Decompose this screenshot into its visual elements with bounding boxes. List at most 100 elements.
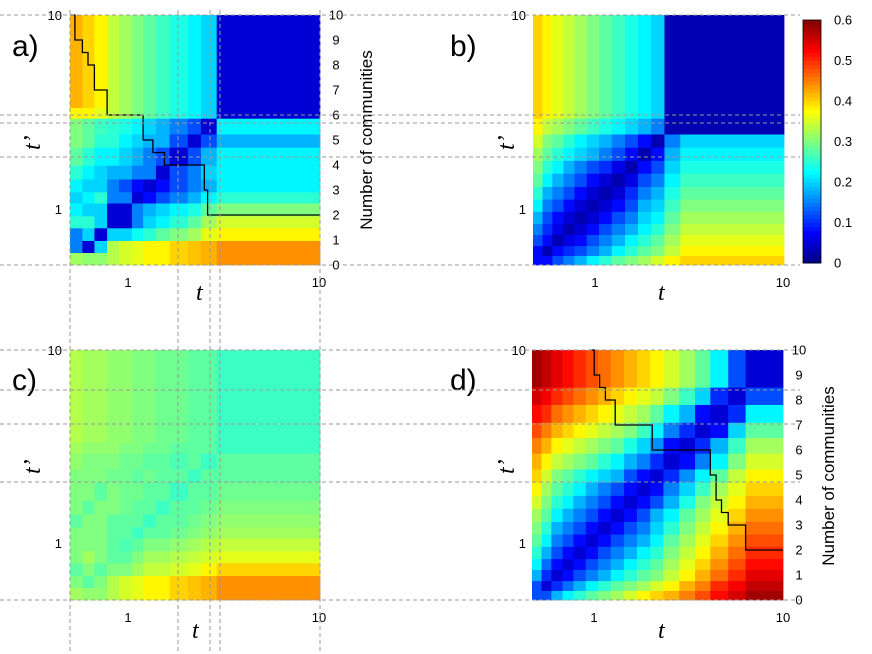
right-axis-title-a: Number of communities	[357, 50, 376, 230]
heatmap-cell-b-4-6	[599, 211, 613, 225]
heatmap-cell-a-5-2	[94, 191, 108, 204]
heatmap-cell-a-8-9	[187, 147, 202, 166]
heatmap-cell-d-7-14	[710, 508, 729, 522]
heatmap-cell-d-8-12	[679, 495, 696, 509]
heatmap-cell-d-11-0	[532, 453, 542, 470]
heatmap-cell-d-10-16	[745, 469, 784, 483]
heatmap-cell-a-4-7	[155, 203, 171, 217]
heatmap-cell-a-12-2	[94, 15, 108, 108]
heatmap-cell-c-7-8	[169, 500, 189, 515]
colorbar-strip-25	[803, 157, 821, 163]
heatmap-cell-a-1-3	[107, 240, 120, 254]
heatmap-cell-c-3-9	[187, 550, 202, 564]
heatmap-cell-d-6-16	[745, 521, 784, 535]
heatmap-cell-c-10-3	[107, 453, 120, 470]
colorbar-tick-label-0: 0	[834, 256, 841, 271]
colorbar-strip-57	[803, 28, 821, 33]
colorbar-tick-label-0.1: 0.1	[834, 215, 852, 230]
heatmap-cell-c-10-7	[155, 453, 171, 470]
heatmap-cell-b-8-7	[611, 160, 626, 174]
heatmap-cell-c-6-2	[94, 514, 108, 528]
heatmap-cell-d-12-5	[585, 437, 599, 454]
heatmap-cell-d-10-8	[624, 469, 638, 483]
heatmap-cell-c-3-0	[70, 550, 83, 564]
colorbar-strip-44	[803, 80, 821, 86]
heatmap-cell-a-10-11	[216, 118, 321, 135]
heatmap-cell-b-3-8	[625, 223, 639, 235]
heatmap-cell-d-10-5	[585, 469, 599, 483]
colorbar-strip-27	[803, 149, 821, 155]
heatmap-cell-d-15-0	[532, 387, 542, 405]
heatmap-cell-b-8-8	[625, 160, 639, 174]
heatmap-cell-c-2-3	[107, 562, 120, 576]
heatmap-cell-a-11-2	[94, 107, 108, 119]
heatmap-cell-c-1-4	[119, 575, 133, 589]
heatmap-cell-a-6-5	[131, 179, 144, 193]
heatmap-cell-b-1-2	[552, 245, 564, 256]
right-axis-tick-label-a-4: 4	[332, 158, 339, 173]
heatmap-cell-c-1-9	[187, 575, 202, 589]
heatmap-cell-a-7-7	[155, 165, 171, 180]
heatmap-cell-a-11-0	[70, 107, 83, 119]
heatmap-cell-b-3-12	[680, 223, 785, 235]
heatmap-cell-d-7-0	[532, 508, 542, 522]
heatmap-cell-a-2-8	[169, 227, 189, 241]
heatmap-cell-d-15-3	[562, 387, 574, 405]
heatmap-cell-c-7-1	[82, 500, 95, 515]
heatmap-cell-c-3-8	[169, 550, 189, 564]
heatmap-cell-c-10-5	[131, 453, 144, 470]
heatmap-cell-d-7-13	[695, 508, 711, 522]
heatmap-cell-b-10-12	[680, 134, 785, 148]
heatmap-cell-a-4-3	[107, 203, 120, 217]
colorbar-strip-53	[803, 44, 821, 49]
heatmap-cell-c-1-7	[155, 575, 171, 589]
colorbar-strip-52	[803, 48, 821, 53]
heatmap-cell-d-13-7	[610, 422, 625, 439]
heatmap-cell-a-9-2	[94, 134, 108, 148]
heatmap-cell-d-15-15	[728, 387, 747, 405]
heatmap-cell-d-9-13	[695, 482, 711, 496]
right-axis-tick-label-d-6: 6	[795, 443, 802, 458]
colorbar-strip-51	[803, 52, 821, 57]
heatmap-cell-a-3-9	[187, 215, 202, 229]
right-axis-tick-label-d-5: 5	[795, 468, 802, 483]
heatmap-cell-d-8-16	[745, 495, 784, 509]
heatmap-cell-c-5-0	[70, 526, 83, 539]
heatmap-cell-d-16-3	[562, 350, 574, 388]
heatmap-cell-b-2-6	[599, 234, 613, 247]
heatmap-cell-b-0-12	[680, 255, 785, 266]
heatmap-cell-d-1-4	[573, 580, 587, 591]
heatmap-cell-b-4-2	[552, 211, 564, 225]
colorbar-strip-31	[803, 133, 821, 138]
heatmap-cell-b-5-7	[611, 199, 626, 212]
heatmap-cell-d-15-16	[745, 387, 784, 405]
colorbar-strip-36	[803, 113, 821, 118]
heatmap-cell-c-5-6	[143, 526, 157, 539]
heatmap-cell-d-3-10	[650, 558, 664, 570]
heatmap-cell-c-8-9	[187, 482, 202, 501]
heatmap-cell-c-11-3	[107, 442, 120, 454]
heatmap-cell-b-10-1	[542, 134, 553, 148]
heatmap-cell-b-9-10	[651, 147, 665, 161]
heatmap-cell-b-5-2	[552, 199, 564, 212]
heatmap-cell-d-11-4	[573, 453, 587, 470]
heatmap-cell-a-0-5	[131, 252, 144, 266]
heatmap-cell-d-0-12	[679, 590, 696, 601]
heatmap-cell-d-5-11	[663, 534, 680, 547]
heatmap-cell-b-10-10	[651, 134, 665, 148]
heatmap-cell-a-1-5	[131, 240, 144, 254]
heatmap-cell-d-14-10	[650, 404, 664, 423]
heatmap-cell-d-10-0	[532, 469, 542, 483]
heatmap-cell-c-4-3	[107, 538, 120, 552]
heatmap-cell-c-5-4	[119, 526, 133, 539]
heatmap-cell-c-7-7	[155, 500, 171, 515]
heatmap-cell-d-0-6	[598, 590, 612, 601]
heatmap-cell-d-11-16	[745, 453, 784, 470]
heatmap-cell-d-12-15	[728, 437, 747, 454]
heatmap-cell-b-9-3	[563, 147, 575, 161]
right-axis-tick-label-a-9: 9	[332, 33, 339, 48]
heatmap-cell-c-6-1	[82, 514, 95, 528]
heatmap-cell-d-2-15	[728, 569, 747, 582]
heatmap-cell-d-6-6	[598, 521, 612, 535]
heatmap-cell-a-1-4	[119, 240, 133, 254]
